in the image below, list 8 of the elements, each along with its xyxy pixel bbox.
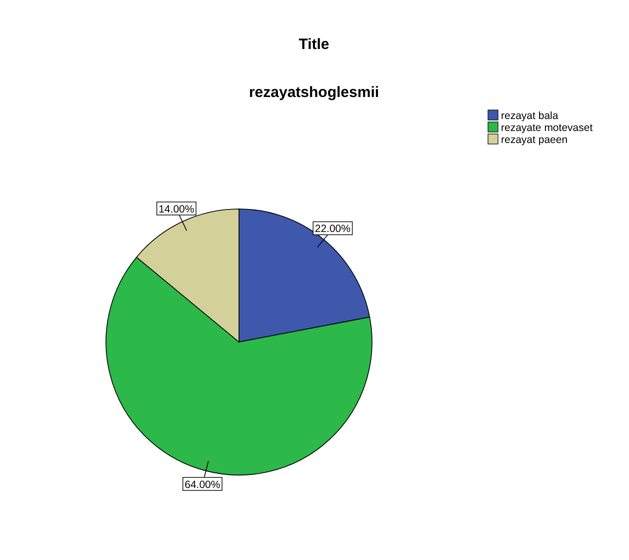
chart-title: Title xyxy=(298,36,330,53)
legend-label: rezayat bala xyxy=(501,110,558,122)
chart-subtitle: rezayatshoglesmii xyxy=(248,84,380,101)
legend-label: rezayate motevaset xyxy=(501,122,593,134)
data-label: 22.00% xyxy=(314,223,351,236)
data-label: 14.00% xyxy=(158,203,194,216)
legend-label: rezayat paeen xyxy=(501,134,568,146)
data-label: 64.00% xyxy=(184,478,220,491)
